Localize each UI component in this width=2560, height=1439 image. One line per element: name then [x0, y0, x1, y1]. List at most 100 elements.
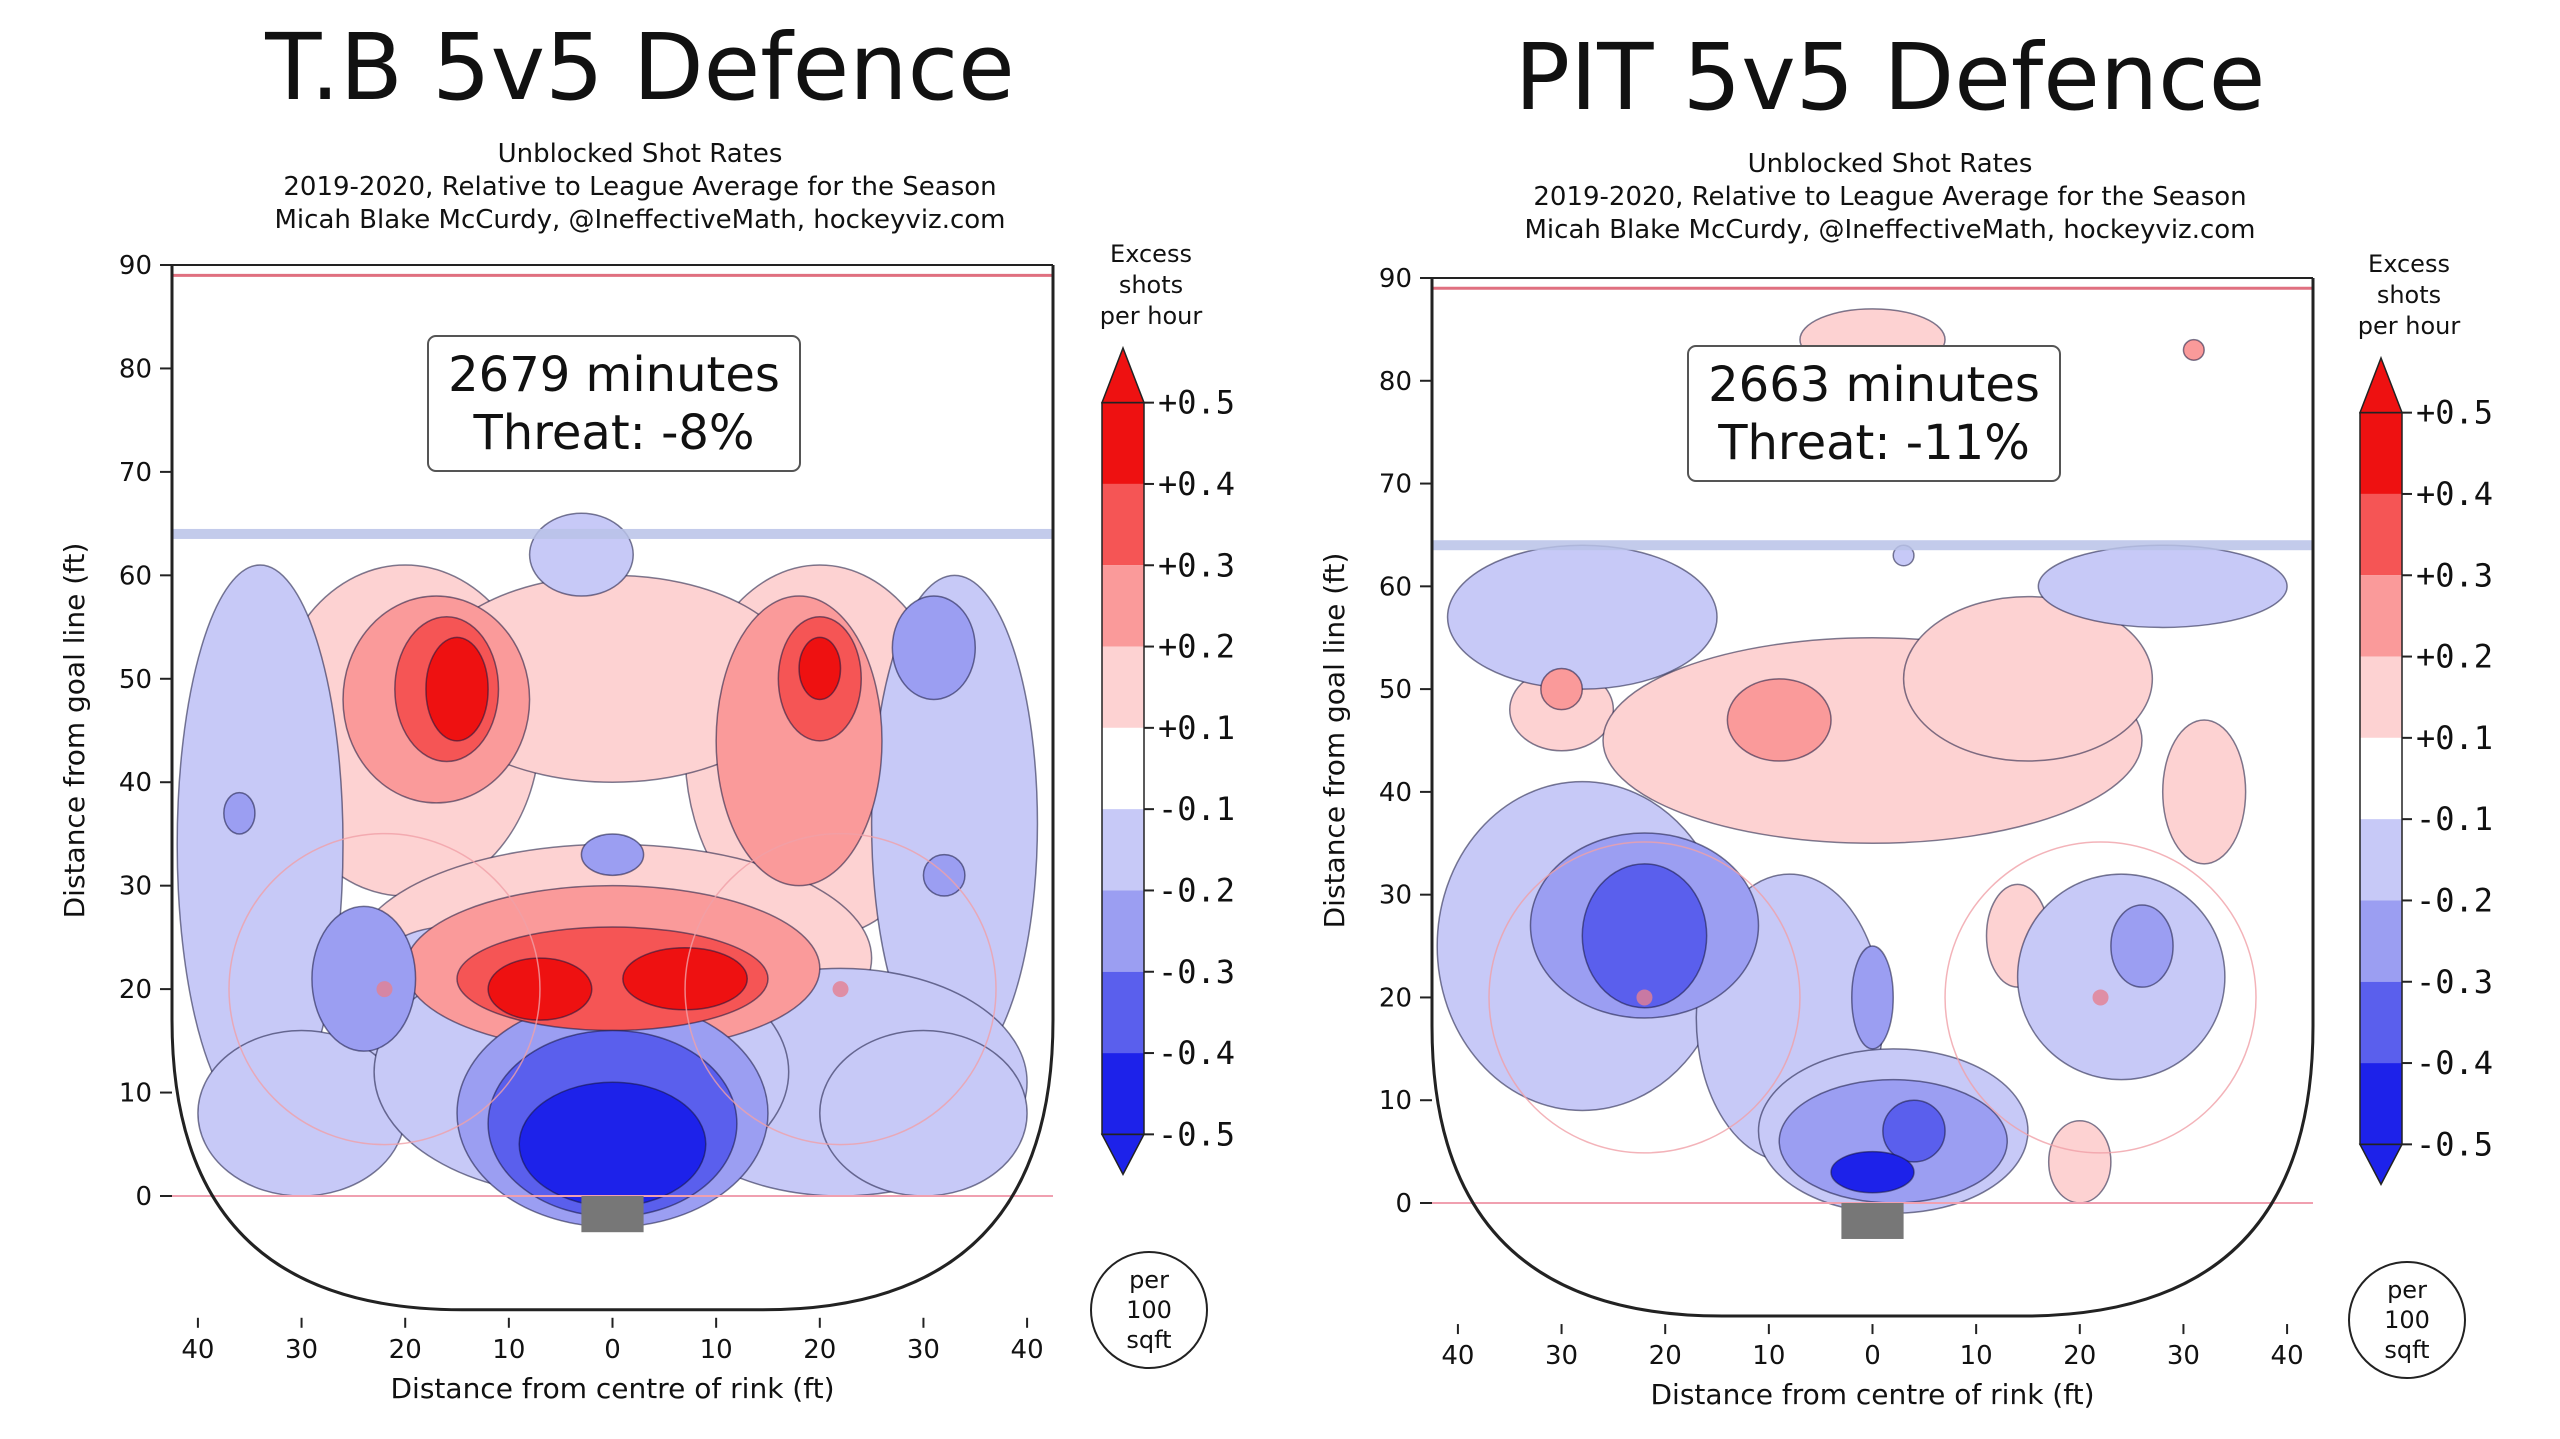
heatmap-region: [2161, 719, 2247, 865]
threat-label: Threat: -11%: [1717, 415, 2030, 471]
heatmap-region: [1726, 678, 1832, 762]
colorbar-tick-label: -0.3: [1158, 953, 1235, 991]
x-tick-label: 10: [1752, 1341, 1785, 1371]
chart-title: PIT 5v5 Defence: [1514, 24, 2266, 131]
colorbar-tick-label: -0.4: [2416, 1044, 2493, 1082]
colorbar-tick-label: +0.1: [2416, 719, 2493, 757]
x-tick-label: 30: [2167, 1341, 2200, 1371]
heatmap-region: [223, 791, 256, 835]
y-tick-label: 20: [1379, 983, 1412, 1013]
colorbar-tick-label: -0.2: [1158, 871, 1235, 909]
goal-net: [581, 1196, 644, 1233]
y-tick-label: 50: [119, 665, 152, 695]
colorbar-title: Excess: [2368, 250, 2450, 278]
chart-subtitle-line-1: Unblocked Shot Rates: [497, 139, 783, 169]
y-tick-label: 10: [1379, 1086, 1412, 1116]
x-tick-label: 40: [1011, 1335, 1044, 1365]
heatmap-regions: [176, 512, 1039, 1228]
colorbar-band: [1102, 402, 1144, 484]
y-tick-label: 0: [135, 1182, 152, 1212]
x-tick-label: 30: [285, 1335, 318, 1365]
chart-subtitle-line-2: 2019-2020, Relative to League Average fo…: [1533, 182, 2247, 212]
colorbar-tick-label: -0.4: [1158, 1034, 1235, 1072]
colorbar-tick-label: +0.4: [1158, 465, 1235, 503]
colorbar-band: [1102, 483, 1144, 566]
colorbar-band: [1102, 727, 1144, 810]
colorbar-band: [1102, 646, 1144, 728]
colorbar-band: [1102, 890, 1144, 972]
y-tick-label: 90: [1379, 264, 1412, 294]
unit-circle: [1090, 1251, 1208, 1369]
y-tick-label: 80: [119, 354, 152, 384]
faceoff-dot: [832, 981, 849, 998]
chart-panel-tb: T.B 5v5 Defence Unblocked Shot Rates 201…: [58, 14, 1235, 1405]
colorbar-band: [2360, 412, 2402, 494]
x-tick-label: 20: [2063, 1341, 2096, 1371]
colorbar-tick-label: +0.4: [2416, 475, 2493, 513]
heatmap-region: [197, 1029, 406, 1197]
heatmap-region: [1882, 1099, 1946, 1163]
heatmap-region: [1446, 544, 1718, 690]
x-tick-label: 30: [907, 1335, 940, 1365]
heatmap-region: [425, 636, 489, 742]
unit-label: 100: [2384, 1306, 2430, 1334]
colorbar-title: shots: [1119, 271, 1183, 299]
colorbar-tick-label: +0.2: [1158, 628, 1235, 666]
x-tick-label: 10: [700, 1335, 733, 1365]
x-tick-label: 40: [2271, 1341, 2304, 1371]
colorbar-top-arrow: [1100, 345, 1146, 404]
chart-title: T.B 5v5 Defence: [265, 14, 1015, 121]
y-axis-label: Distance from goal line (ft): [1318, 553, 1351, 929]
colorbar-title: shots: [2377, 281, 2441, 309]
y-tick-label: 40: [1379, 778, 1412, 808]
colorbar-tick-label: -0.1: [1158, 790, 1235, 828]
heatmap-region: [1902, 595, 2154, 762]
colorbar-title: Excess: [1110, 240, 1192, 268]
colorbar-tick-label: +0.2: [2416, 638, 2493, 676]
x-tick-label: 0: [604, 1335, 621, 1365]
colorbar-tick-label: +0.3: [2416, 556, 2493, 594]
colorbar-tick-label: -0.1: [2416, 800, 2493, 838]
heatmap-region: [1830, 1150, 1915, 1194]
colorbar-band: [2360, 819, 2402, 901]
unit-label: 100: [1126, 1296, 1172, 1324]
colorbar-frame: [1101, 401, 1145, 1136]
colorbar-band: [2360, 1063, 2402, 1145]
colorbar-tick-label: -0.5: [1158, 1115, 1235, 1153]
x-axis-label: Distance from centre of rink (ft): [1651, 1378, 2095, 1411]
colorbar-band: [2360, 656, 2402, 738]
colorbar-tick-label: +0.3: [1158, 546, 1235, 584]
colorbar-tick-label: -0.5: [2416, 1125, 2493, 1163]
y-tick-label: 60: [1379, 572, 1412, 602]
blue-line: [1432, 540, 2313, 551]
colorbar-band: [1102, 1053, 1144, 1135]
faceoff-dot: [2092, 989, 2109, 1006]
y-tick-label: 60: [119, 561, 152, 591]
x-tick-label: 20: [1649, 1341, 1682, 1371]
unit-label: per: [1129, 1266, 1169, 1294]
faceoff-circle: [684, 832, 997, 1146]
heatmap-region: [819, 1029, 1028, 1197]
x-tick-label: 0: [1864, 1341, 1881, 1371]
heatmap-region: [311, 905, 417, 1052]
colorbar-band: [2360, 900, 2402, 982]
y-tick-label: 0: [1395, 1189, 1412, 1219]
chart-subtitle-line-2: 2019-2020, Relative to League Average fo…: [283, 172, 997, 202]
colorbar-frame: [2359, 411, 2403, 1146]
x-tick-label: 40: [181, 1335, 214, 1365]
blue-line: [172, 528, 1053, 539]
heatmap-region: [580, 833, 645, 877]
colorbar-band: [2360, 493, 2402, 576]
heatmap-region: [2182, 338, 2205, 361]
minutes-label: 2679 minutes: [448, 347, 780, 403]
colorbar-tick-label: +0.5: [2416, 394, 2493, 432]
faceoff-dot: [376, 981, 393, 998]
heatmap-regions: [1436, 308, 2288, 1215]
chart-subtitle-line-3: Micah Blake McCurdy, @IneffectiveMath, h…: [274, 205, 1006, 235]
colorbar-bottom-arrow: [1100, 1133, 1146, 1176]
chart-subtitle-line-1: Unblocked Shot Rates: [1747, 149, 2033, 179]
colorbar-tick-label: -0.2: [2416, 881, 2493, 919]
chart-panel-pit: PIT 5v5 Defence Unblocked Shot Rates 201…: [1250, 0, 2530, 1439]
x-axis-label: Distance from centre of rink (ft): [391, 1372, 835, 1405]
